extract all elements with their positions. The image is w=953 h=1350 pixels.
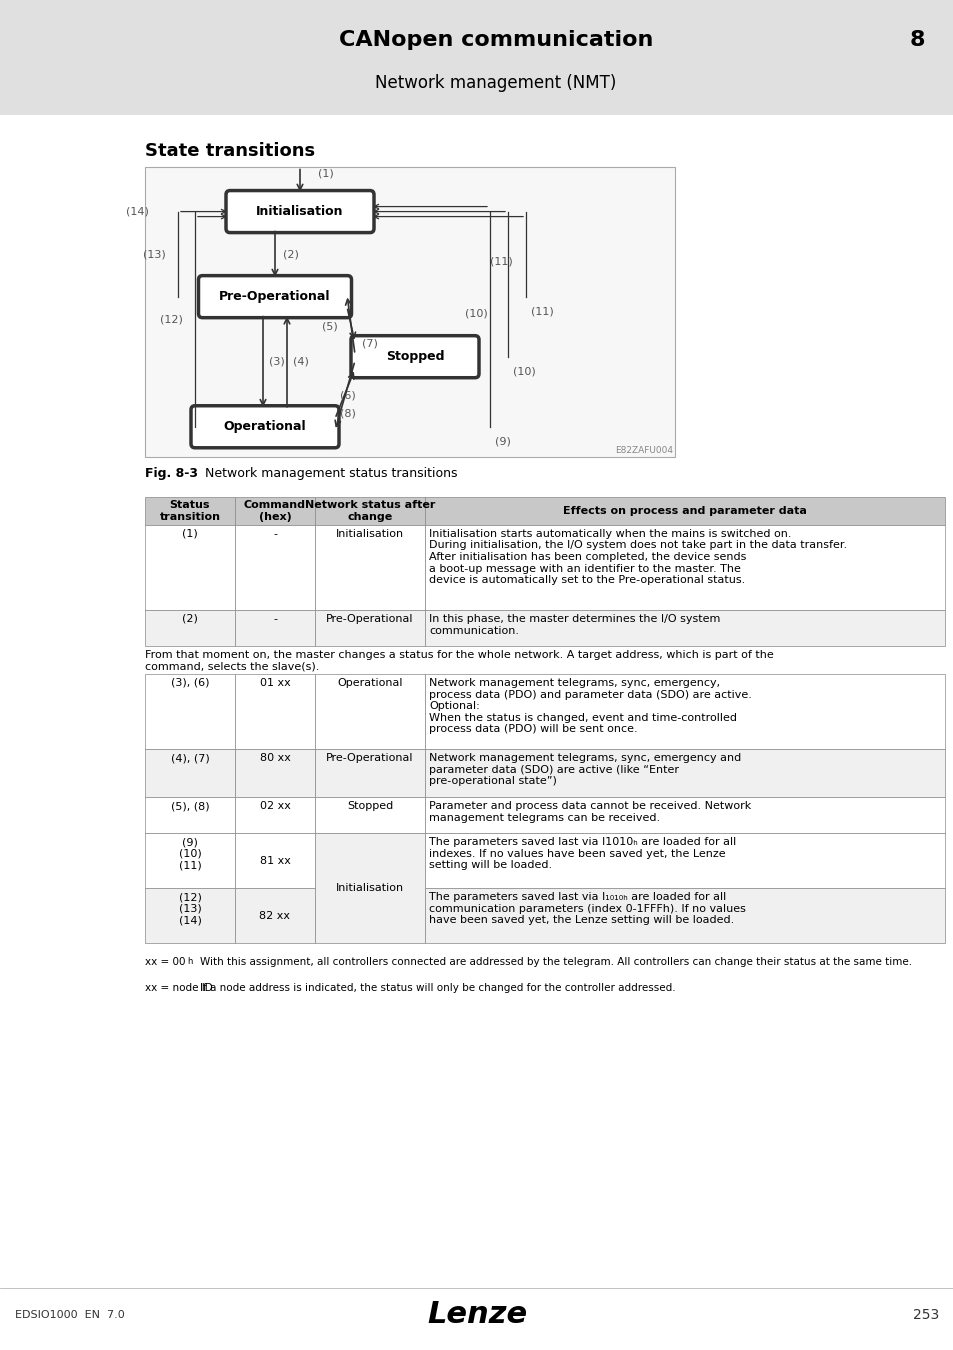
Text: (3): (3) [269,356,284,367]
Text: (11): (11) [490,256,512,266]
Text: (13): (13) [143,250,166,259]
Text: Stopped: Stopped [347,801,393,811]
Text: Status
transition: Status transition [159,500,220,521]
FancyBboxPatch shape [145,166,675,456]
Text: CANopen communication: CANopen communication [338,30,653,50]
Text: (5): (5) [322,321,337,332]
Bar [234,888,314,944]
Text: Operational: Operational [337,678,402,688]
Text: h: h [187,957,193,967]
Text: The parameters saved last via I1010ₕ are loaded for all
indexes. If no values ha: The parameters saved last via I1010ₕ are… [429,837,736,871]
Text: Initialisation: Initialisation [335,883,404,894]
Text: Network management (NMT): Network management (NMT) [375,74,617,92]
Bar [314,796,424,833]
Bar [424,610,944,645]
Text: (2): (2) [283,250,298,259]
Text: 81 xx: 81 xx [259,856,290,865]
Bar [234,796,314,833]
FancyBboxPatch shape [198,275,351,317]
Text: (12)
(13)
(14): (12) (13) (14) [178,892,201,925]
Text: Network management status transitions: Network management status transitions [205,467,457,479]
Text: (3), (6): (3), (6) [171,678,209,688]
Text: Initialisation: Initialisation [256,205,343,219]
Bar [145,888,234,944]
Text: (1): (1) [182,529,197,539]
Text: If a node address is indicated, the status will only be changed for the controll: If a node address is indicated, the stat… [200,983,675,994]
Bar [314,674,424,749]
Text: xx = node ID: xx = node ID [145,983,213,994]
Bar [424,525,944,610]
Bar [424,497,944,525]
Bar [234,497,314,525]
Text: 80 xx: 80 xx [259,753,290,763]
Text: Operational: Operational [223,420,306,433]
Bar [234,674,314,749]
Text: Pre-Operational: Pre-Operational [219,290,331,304]
Text: From that moment on, the master changes a status for the whole network. A target: From that moment on, the master changes … [145,649,773,671]
Text: 8: 8 [909,30,924,50]
Text: 01 xx: 01 xx [259,678,290,688]
Text: Pre-Operational: Pre-Operational [326,753,414,763]
Text: Initialisation starts automatically when the mains is switched on.
During initia: Initialisation starts automatically when… [429,529,846,586]
Bar [424,833,944,888]
Bar [234,610,314,645]
Text: The parameters saved last via I₁₀₁₀ₕ are loaded for all
communication parameters: The parameters saved last via I₁₀₁₀ₕ are… [429,892,745,925]
Text: (10): (10) [513,367,536,377]
Bar [424,796,944,833]
Text: Network status after
change: Network status after change [305,500,435,521]
Text: (1): (1) [317,169,334,178]
Text: (5), (8): (5), (8) [171,801,209,811]
Text: With this assignment, all controllers connected are addressed by the telegram. A: With this assignment, all controllers co… [200,957,911,967]
Text: (12): (12) [160,315,183,324]
Text: -: - [273,614,276,624]
Bar [234,749,314,796]
Text: Fig. 8-3: Fig. 8-3 [145,467,198,479]
Text: (11): (11) [531,306,553,317]
Text: In this phase, the master determines the I/O system
communication.: In this phase, the master determines the… [429,614,720,636]
Bar [145,610,234,645]
Text: 82 xx: 82 xx [259,911,291,921]
Bar [424,749,944,796]
Bar [234,833,314,888]
Text: EDSIO1000  EN  7.0: EDSIO1000 EN 7.0 [15,1310,125,1320]
Text: E82ZAFU004: E82ZAFU004 [615,446,672,455]
Bar [145,525,234,610]
Text: Command
(hex): Command (hex) [244,500,306,521]
Text: Network management telegrams, sync, emergency,
process data (PDO) and parameter : Network management telegrams, sync, emer… [429,678,751,734]
Text: State transitions: State transitions [145,142,314,159]
Bar [145,796,234,833]
Text: (2): (2) [182,614,197,624]
Text: (4), (7): (4), (7) [171,753,209,763]
FancyBboxPatch shape [351,336,478,378]
Text: Network management telegrams, sync, emergency and
parameter data (SDO) are activ: Network management telegrams, sync, emer… [429,753,740,786]
Bar [314,497,424,525]
Text: -: - [273,529,276,539]
Text: Parameter and process data cannot be received. Network
management telegrams can : Parameter and process data cannot be rec… [429,801,750,822]
Text: 253: 253 [912,1308,938,1322]
Text: 02 xx: 02 xx [259,801,290,811]
Text: Initialisation: Initialisation [335,529,404,539]
Text: (8): (8) [339,409,355,418]
Text: (10): (10) [464,309,487,319]
Bar [234,525,314,610]
Bar [424,888,944,944]
Text: Lenze: Lenze [427,1300,526,1330]
Text: (9)
(10)
(11): (9) (10) (11) [178,837,201,871]
Text: (4): (4) [293,356,309,367]
Text: xx = 00: xx = 00 [145,957,185,967]
Bar [314,833,424,944]
Bar [145,497,234,525]
Bar [145,674,234,749]
Bar [314,610,424,645]
FancyBboxPatch shape [191,406,338,448]
Bar [314,525,424,610]
Text: (14): (14) [126,207,149,216]
Bar [145,749,234,796]
Text: (7): (7) [362,339,377,348]
Text: Effects on process and parameter data: Effects on process and parameter data [562,506,806,516]
Bar [145,833,234,888]
Text: (9): (9) [495,437,511,447]
Text: (6): (6) [340,390,355,401]
Text: Stopped: Stopped [385,350,444,363]
Bar [314,749,424,796]
